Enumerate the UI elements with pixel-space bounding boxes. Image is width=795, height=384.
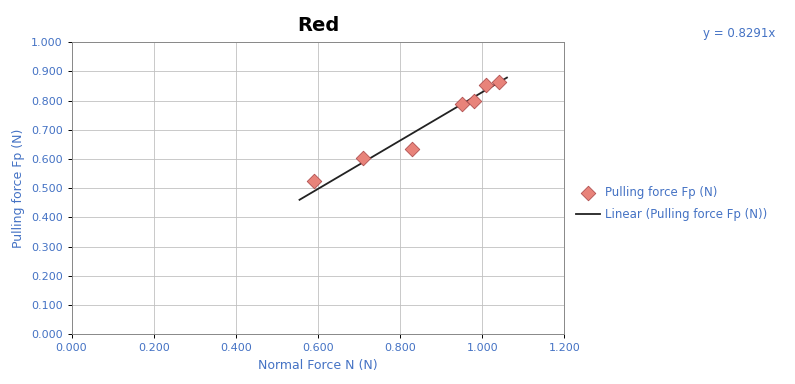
Point bbox=[492, 79, 505, 85]
Y-axis label: Pulling force Fp (N): Pulling force Fp (N) bbox=[12, 129, 25, 248]
X-axis label: Normal Force N (N): Normal Force N (N) bbox=[258, 359, 378, 372]
Point bbox=[406, 146, 419, 152]
Legend: Pulling force Fp (N), Linear (Pulling force Fp (N)): Pulling force Fp (N), Linear (Pulling fo… bbox=[576, 186, 768, 221]
Point bbox=[357, 154, 370, 161]
Text: y = 0.8291x: y = 0.8291x bbox=[703, 27, 775, 40]
Point bbox=[308, 178, 320, 184]
Point bbox=[456, 101, 468, 107]
Point bbox=[467, 98, 480, 104]
Point bbox=[480, 81, 493, 88]
Title: Red: Red bbox=[297, 16, 339, 35]
